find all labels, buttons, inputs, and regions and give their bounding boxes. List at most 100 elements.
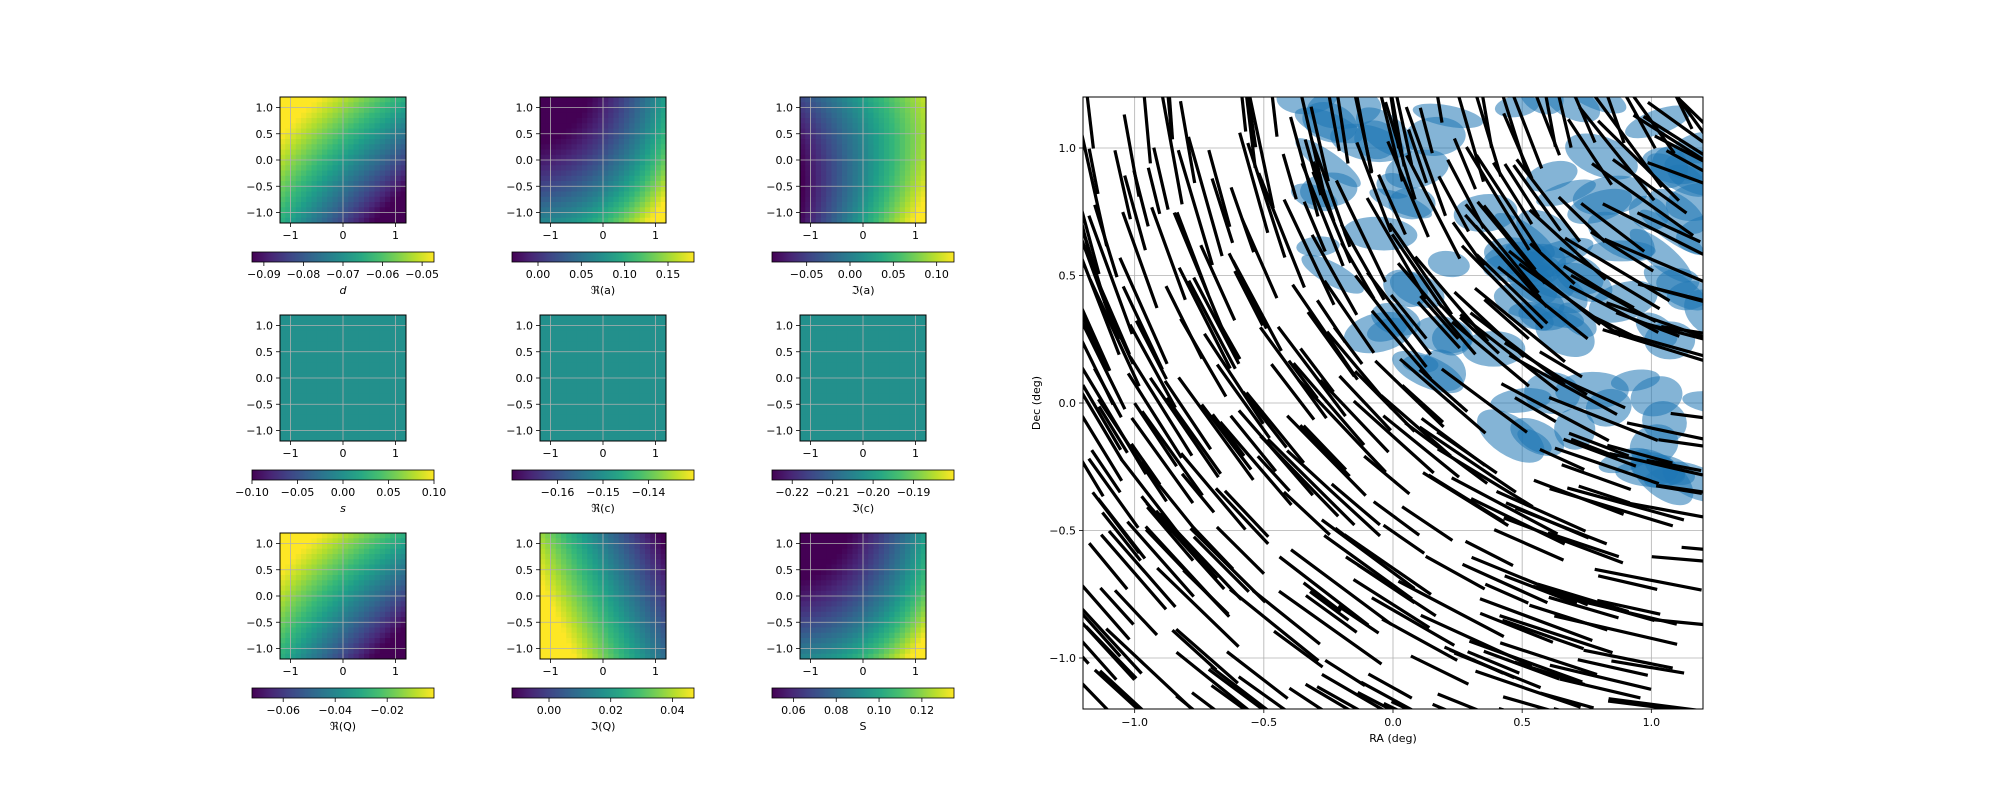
heatmap-cell (810, 212, 817, 219)
heatmap-cell (629, 399, 635, 405)
heatmap-cell (306, 606, 312, 613)
heatmap-cell (660, 638, 667, 644)
heatmap-cell (847, 112, 853, 119)
heatmap-cell (301, 543, 307, 550)
heatmap-cell (660, 393, 667, 400)
heatmap-cell (316, 632, 323, 639)
heatmap-cell (379, 435, 386, 442)
heatmap-cell (810, 425, 817, 431)
heatmap-cell (395, 585, 402, 592)
heatmap-cell (624, 585, 630, 592)
heatmap-cell (852, 165, 859, 171)
heatmap-cell (639, 336, 646, 342)
heatmap-cell (301, 191, 307, 198)
heatmap-cell (608, 144, 614, 150)
heatmap-cell (571, 409, 578, 416)
heatmap-cell (873, 325, 880, 332)
heatmap-cell (311, 643, 318, 649)
heatmap-cell (566, 638, 572, 644)
heatmap-cell (566, 341, 572, 347)
heatmap-cell (337, 372, 344, 379)
heatmap-cell (660, 383, 667, 389)
heatmap-cell (332, 559, 339, 565)
heatmap-cell (905, 128, 911, 135)
heatmap-cell (592, 404, 599, 410)
heatmap-cell (555, 383, 562, 389)
heatmap-cell (852, 367, 859, 374)
heatmap-cell (364, 632, 370, 639)
heatmap-cell (821, 425, 827, 431)
heatmap-cell (863, 336, 869, 342)
heatmap-cell (805, 133, 811, 140)
heatmap-cell (390, 107, 396, 114)
heatmap-cell (364, 590, 370, 597)
heatmap-cell (550, 118, 557, 124)
heatmap-cell (826, 170, 832, 177)
heatmap-cell (550, 585, 557, 592)
heatmap-cell (645, 617, 651, 623)
heatmap-cell (857, 186, 864, 192)
heatmap-cell (884, 351, 890, 358)
heatmap-cell (571, 611, 578, 618)
heatmap-cell (295, 351, 302, 358)
heatmap-cell (592, 435, 599, 442)
heatmap-cell (920, 160, 927, 166)
heatmap-cell (400, 123, 407, 129)
heatmap-cell (613, 554, 620, 560)
heatmap-cell (348, 336, 354, 342)
heatmap-cell (608, 102, 614, 108)
heatmap-cell (582, 139, 588, 145)
heatmap-cell (597, 596, 604, 602)
heatmap-cell (597, 202, 604, 208)
heatmap-cell (322, 165, 328, 171)
heatmap-cell (608, 653, 614, 660)
heatmap-cell (306, 175, 312, 182)
heatmap-cell (332, 346, 339, 353)
heatmap-cell (337, 425, 344, 431)
heatmap-cell (587, 207, 593, 213)
heatmap-cell (655, 554, 662, 560)
heatmap-cell (280, 643, 286, 649)
heatmap-cell (645, 580, 651, 586)
heatmap-cell (332, 420, 339, 426)
heatmap-cell (295, 554, 302, 560)
heatmap-cell (540, 207, 546, 213)
heatmap-cell (920, 212, 927, 219)
heatmap-cell (348, 175, 354, 182)
heatmap-cell (650, 149, 656, 156)
x-tick-label: −1 (282, 229, 298, 242)
heatmap-cell (805, 414, 811, 421)
heatmap-cell (655, 611, 662, 618)
heatmap-cell (385, 330, 391, 337)
heatmap-cell (842, 144, 848, 150)
heatmap-cell (597, 107, 604, 114)
heatmap-cell (910, 186, 916, 192)
heatmap-cell (358, 362, 365, 368)
heatmap-cell (540, 538, 546, 544)
heatmap-cell (550, 548, 557, 555)
heatmap-cell (343, 580, 349, 586)
heatmap-cell (285, 648, 291, 655)
heatmap-cell (894, 430, 901, 437)
heatmap-cell (889, 212, 895, 219)
heatmap-cell (639, 559, 646, 565)
heatmap-cell (629, 367, 635, 374)
heatmap-cell (343, 320, 349, 326)
heatmap-cell (613, 580, 620, 586)
heatmap-cell (322, 202, 328, 208)
heatmap-cell (899, 336, 906, 342)
heatmap-cell (576, 393, 583, 400)
heatmap-cell (868, 102, 874, 108)
heatmap-cell (826, 160, 832, 166)
heatmap-cell (561, 97, 567, 103)
heatmap-cell (582, 351, 588, 358)
heatmap-cell (545, 590, 551, 597)
heatmap-cell (592, 133, 599, 140)
heatmap-cell (327, 154, 333, 161)
heatmap-cell (863, 399, 869, 405)
heatmap-cell (905, 420, 911, 426)
heatmap-cell (285, 341, 291, 347)
heatmap-cell (894, 165, 901, 171)
heatmap-cell (613, 336, 620, 342)
heatmap-cell (800, 430, 806, 437)
